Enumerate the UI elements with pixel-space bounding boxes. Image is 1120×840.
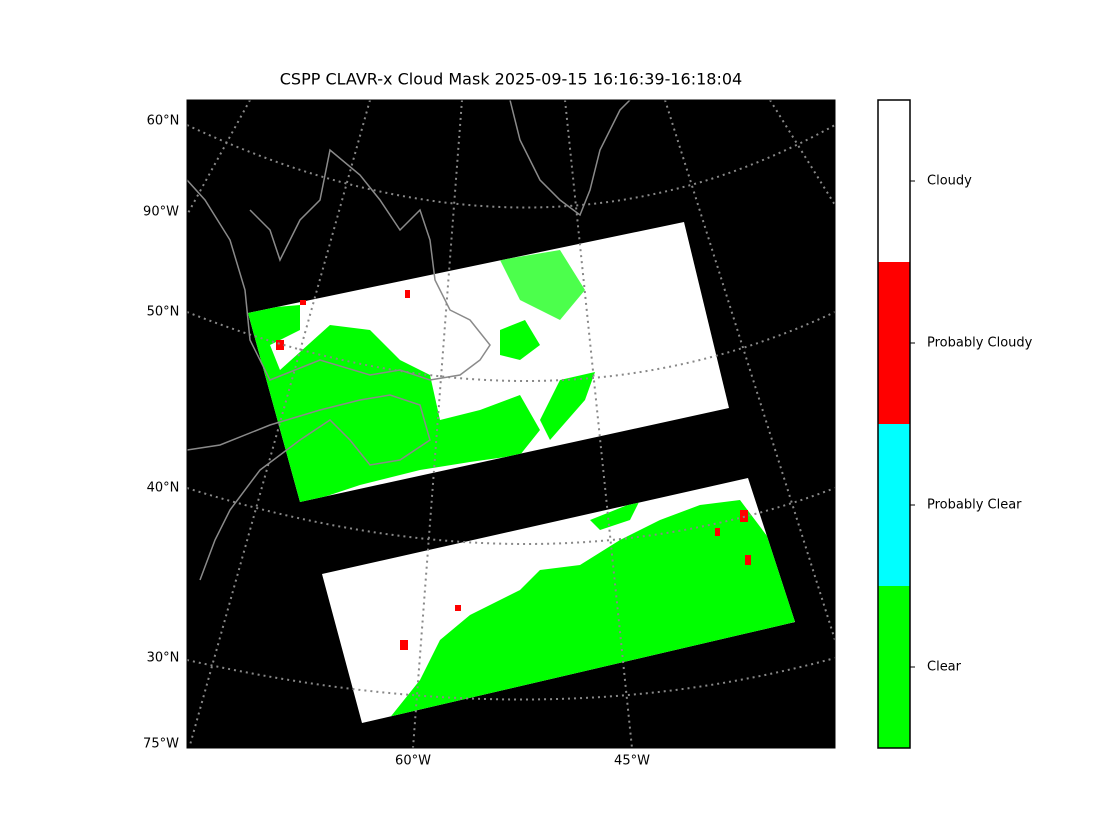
graticule <box>412 100 463 748</box>
graticule <box>564 100 633 748</box>
coastline <box>187 394 431 581</box>
colorbar-label: Probably Clear <box>927 498 1022 513</box>
lat-label: 50°N <box>147 305 180 320</box>
lat-label: 90°W <box>143 205 179 220</box>
graticule <box>189 100 371 746</box>
lat-label: 40°N <box>147 481 180 496</box>
colorbar: Cloudy Probably Cloudy Probably Clear Clear <box>877 99 1033 749</box>
colorbar-segment <box>878 424 910 586</box>
graticule <box>187 100 251 216</box>
coastline <box>187 148 491 381</box>
lat-label: 60°N <box>147 114 180 129</box>
graticule <box>664 100 835 641</box>
map-frame <box>186 99 836 749</box>
map: 60°N 90°W 50°N 40°N 30°N 75°W 60°W 45°W <box>143 99 836 769</box>
lat-label: 75°W <box>143 737 179 752</box>
colorbar-label: Cloudy <box>927 174 972 189</box>
colorbar-label: Clear <box>927 660 962 675</box>
colorbar-segment <box>878 262 910 424</box>
lon-label: 60°W <box>395 754 431 769</box>
lat-label: 30°N <box>147 651 180 666</box>
graticule <box>769 100 835 206</box>
colorbar-segment <box>878 100 910 262</box>
coastline <box>509 100 631 217</box>
lon-label: 45°W <box>614 754 650 769</box>
clear-area <box>248 250 595 502</box>
colorbar-label: Probably Cloudy <box>927 336 1033 351</box>
title: CSPP CLAVR-x Cloud Mask 2025-09-15 16:16… <box>280 70 742 89</box>
colorbar-frame <box>877 99 911 749</box>
colorbar-segment <box>878 586 910 748</box>
clear-area <box>380 500 795 723</box>
